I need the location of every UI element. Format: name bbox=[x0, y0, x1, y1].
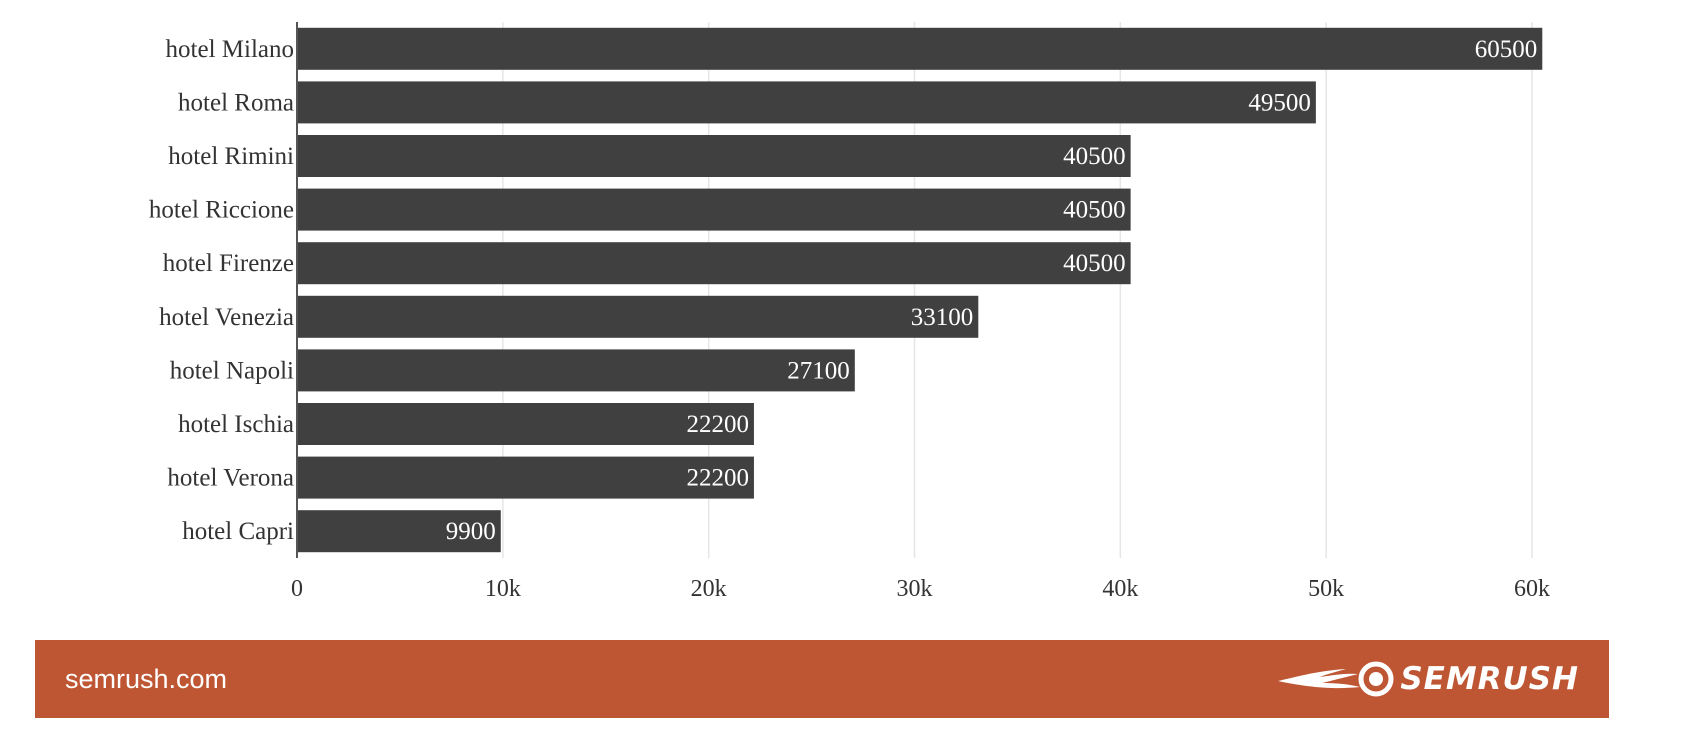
bar-value-label: 33100 bbox=[911, 304, 974, 331]
bar bbox=[297, 510, 501, 553]
x-tick-label: 20k bbox=[691, 576, 727, 602]
x-tick-label: 10k bbox=[485, 576, 521, 602]
category-label: hotel Verona bbox=[167, 465, 294, 492]
category-label: hotel Roma bbox=[178, 89, 294, 116]
bar-value-label: 40500 bbox=[1063, 250, 1126, 277]
bars: 60500 49500 40500 40500 40500 33100 27100 22200… bbox=[297, 27, 1543, 553]
bar bbox=[297, 135, 1131, 177]
bar bbox=[297, 295, 979, 338]
x-tick-label: 30k bbox=[897, 576, 933, 602]
brand-name: SEMRUSH bbox=[1400, 661, 1579, 697]
x-tick-label: 50k bbox=[1308, 576, 1344, 602]
category-label: hotel Riccione bbox=[149, 197, 294, 224]
bar bbox=[297, 81, 1316, 124]
semrush-fireball-icon bbox=[1278, 661, 1394, 697]
category-label: hotel Ischia bbox=[178, 411, 294, 438]
bar bbox=[297, 456, 754, 499]
site-url: semrush.com bbox=[65, 663, 228, 694]
bar-value-label: 27100 bbox=[787, 357, 850, 384]
bar-value-label: 60500 bbox=[1475, 36, 1538, 63]
bar bbox=[297, 349, 855, 392]
x-tick-label: 60k bbox=[1514, 576, 1550, 602]
x-tick-label: 0 bbox=[291, 576, 303, 602]
bar-value-label: 40500 bbox=[1063, 143, 1126, 170]
footer-banner: semrush.com SEMRUSH bbox=[35, 640, 1609, 718]
category-label: hotel Venezia bbox=[159, 304, 294, 331]
bar-value-label: 22200 bbox=[686, 411, 749, 438]
x-tick-label: 40k bbox=[1102, 576, 1138, 602]
category-label: hotel Milano bbox=[166, 36, 294, 63]
category-labels: hotel Milano hotel Roma hotel Rimini hotel … bbox=[149, 36, 294, 545]
bar bbox=[297, 403, 754, 445]
bar-value-label: 9900 bbox=[446, 518, 496, 545]
bar-value-label: 49500 bbox=[1248, 89, 1311, 116]
bar-chart: 60500 49500 40500 40500 40500 33100 27100 22200… bbox=[149, 22, 1550, 602]
bar bbox=[297, 188, 1131, 231]
bar bbox=[297, 242, 1131, 285]
category-label: hotel Firenze bbox=[163, 250, 294, 277]
category-label: hotel Rimini bbox=[168, 143, 294, 170]
bar-value-label: 22200 bbox=[686, 465, 749, 492]
category-label: hotel Capri bbox=[182, 518, 294, 545]
bar bbox=[297, 27, 1543, 70]
bar-value-label: 40500 bbox=[1063, 197, 1126, 224]
brand-logo: SEMRUSH bbox=[1276, 659, 1579, 699]
category-label: hotel Napoli bbox=[170, 357, 294, 384]
x-axis-ticks: 0 10k 20k 30k 40k 50k 60k bbox=[291, 576, 1550, 602]
